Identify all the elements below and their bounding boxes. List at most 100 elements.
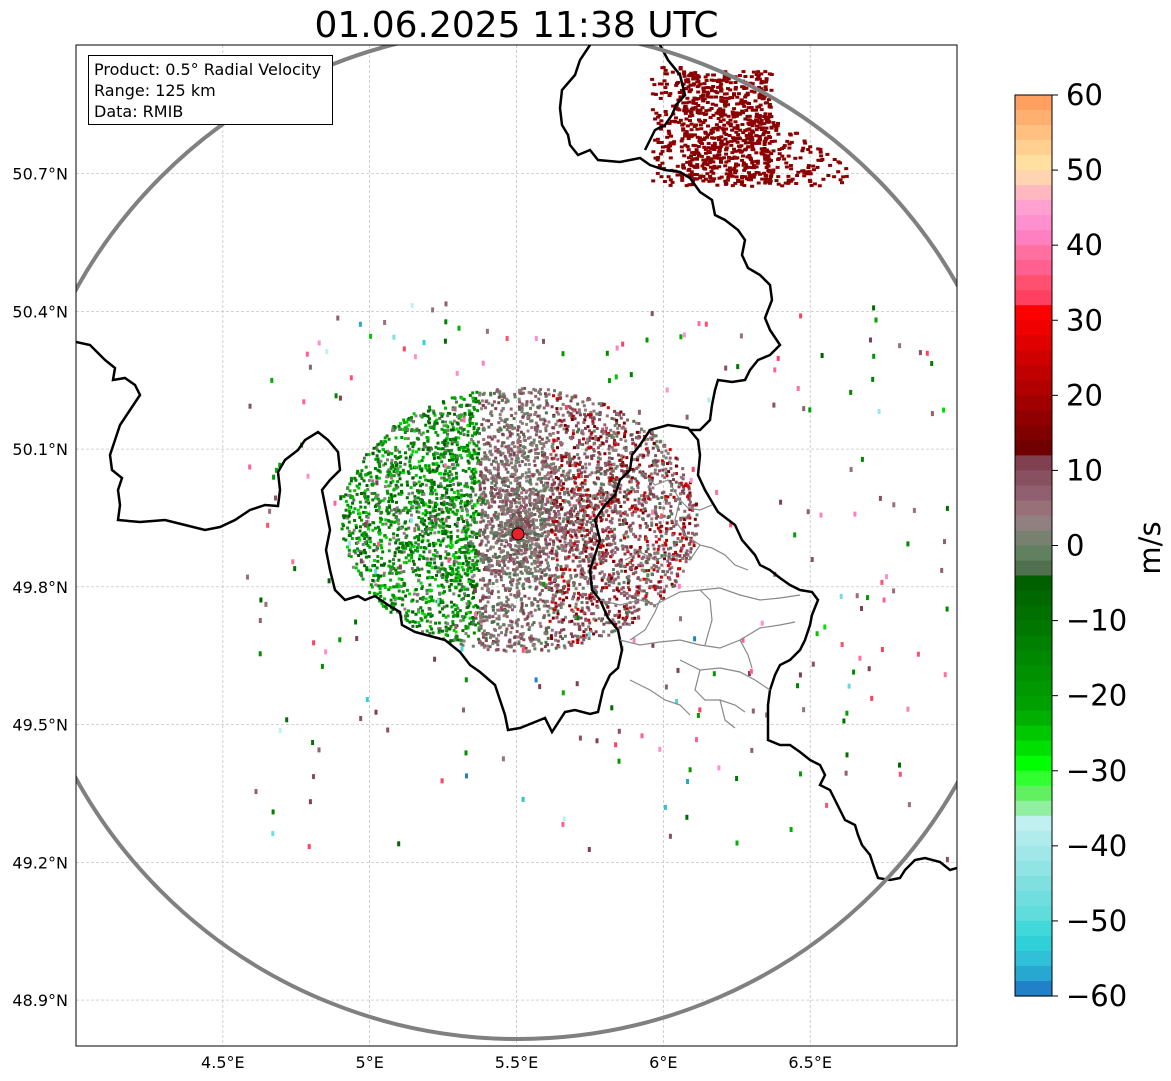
colorbar-segment-41 <box>1015 710 1052 727</box>
colorbar-segment-18 <box>1015 365 1052 381</box>
radar-site-marker <box>511 527 525 541</box>
colorbar-segment-9 <box>1015 230 1052 246</box>
colorbar-tick-label-9: −30 <box>1066 754 1127 788</box>
colorbar-tick-label-11: −50 <box>1066 904 1127 938</box>
colorbar-segment-30 <box>1015 545 1052 562</box>
colorbar-segment-46 <box>1015 785 1052 802</box>
colorbar-segment-17 <box>1015 350 1052 366</box>
lat-tick-label-5: 49.2°N <box>12 853 68 872</box>
lat-tick-label-2: 50.1°N <box>12 440 68 459</box>
product-label: Product: 0.5° Radial Velocity <box>94 60 322 79</box>
colorbar-segment-6 <box>1015 185 1052 201</box>
colorbar-segment-14 <box>1015 305 1052 321</box>
colorbar-tick-label-0: 60 <box>1066 78 1103 112</box>
colorbar-segment-24 <box>1015 455 1052 472</box>
colorbar-segment-7 <box>1015 200 1052 216</box>
lat-tick-label-6: 48.9°N <box>12 991 68 1010</box>
national-border-east <box>558 45 782 432</box>
colorbar-segment-57 <box>1015 950 1052 967</box>
colorbar-segment-19 <box>1015 380 1052 396</box>
colorbar-segment-31 <box>1015 560 1052 577</box>
colorbar-segment-59 <box>1015 980 1052 997</box>
colorbar-tick-label-12: −60 <box>1066 979 1127 1013</box>
colorbar-segment-4 <box>1015 155 1052 171</box>
product-info-box: Product: 0.5° Radial Velocity Range: 125… <box>88 55 333 125</box>
colorbar-segment-53 <box>1015 890 1052 907</box>
latitude-ticks: 50.7°N 50.4°N 50.1°N 49.8°N 49.5°N 49.2°N 48.9… <box>12 165 68 1011</box>
map-frame <box>75 44 958 1047</box>
colorbar-segment-55 <box>1015 920 1052 937</box>
colorbar-segment-5 <box>1015 170 1052 186</box>
colorbar-segment-42 <box>1015 725 1052 742</box>
colorbar-segment-15 <box>1015 320 1052 336</box>
chart-title: 01.06.2025 11:38 UTC <box>314 5 719 46</box>
colorbar-segment-11 <box>1015 260 1052 276</box>
lat-tick-label-3: 49.8°N <box>12 578 68 597</box>
colorbar-segment-44 <box>1015 755 1052 772</box>
radar-echoes <box>246 66 949 862</box>
colorbar-segment-58 <box>1015 965 1052 982</box>
colorbar-segment-38 <box>1015 665 1052 682</box>
colorbar-segment-39 <box>1015 680 1052 697</box>
colorbar-tick-label-6: 0 <box>1066 529 1084 563</box>
national-border-west <box>76 340 957 882</box>
colorbar-tick-label-10: −40 <box>1066 829 1127 863</box>
colorbar-segment-33 <box>1015 590 1052 607</box>
colorbar-segment-2 <box>1015 125 1052 141</box>
colorbar-segment-47 <box>1015 800 1052 817</box>
colorbar-tick-label-7: −10 <box>1066 604 1127 638</box>
colorbar-segment-29 <box>1015 530 1052 547</box>
colorbar-segment-1 <box>1015 110 1052 126</box>
regional-borders <box>599 469 801 729</box>
colorbar-segment-51 <box>1015 860 1052 877</box>
range-ring <box>76 45 957 1041</box>
lon-tick-label-0: 4.5°E <box>201 1053 245 1072</box>
colorbar-segment-0 <box>1015 95 1052 111</box>
colorbar-segment-32 <box>1015 575 1052 592</box>
colorbar-unit-label: m/s <box>1133 521 1167 574</box>
colorbar-segment-34 <box>1015 605 1052 622</box>
colorbar-segment-37 <box>1015 650 1052 667</box>
lon-tick-label-2: 5.5°E <box>495 1053 539 1072</box>
colorbar-segment-13 <box>1015 290 1052 306</box>
colorbar-segment-36 <box>1015 635 1052 652</box>
colorbar-segment-50 <box>1015 845 1052 862</box>
colorbar-segment-27 <box>1015 500 1052 517</box>
colorbar-segment-3 <box>1015 140 1052 156</box>
borders <box>76 45 957 882</box>
colorbar-segment-56 <box>1015 935 1052 952</box>
colorbar-tick-label-1: 50 <box>1066 153 1103 187</box>
colorbar-segment-26 <box>1015 485 1052 502</box>
colorbar-segment-8 <box>1015 215 1052 231</box>
lat-tick-label-1: 50.4°N <box>12 302 68 321</box>
colorbar: 60 50 40 30 20 10 0 −10 −20 −30 −40 −50 −60 <box>1014 78 1127 1013</box>
lat-tick-label-4: 49.5°N <box>12 716 68 735</box>
colorbar-segment-52 <box>1015 875 1052 892</box>
colorbar-segment-21 <box>1015 410 1052 426</box>
colorbar-segment-35 <box>1015 620 1052 637</box>
colorbar-tick-label-5: 10 <box>1066 453 1103 487</box>
lon-tick-label-4: 6.5°E <box>788 1053 832 1072</box>
colorbar-segment-40 <box>1015 695 1052 712</box>
colorbar-segment-48 <box>1015 815 1052 832</box>
colorbar-segment-49 <box>1015 830 1052 847</box>
colorbar-segment-10 <box>1015 245 1052 261</box>
colorbar-tick-label-2: 40 <box>1066 228 1103 262</box>
colorbar-segment-43 <box>1015 740 1052 757</box>
colorbar-segment-28 <box>1015 515 1052 532</box>
colorbar-segment-25 <box>1015 470 1052 487</box>
colorbar-tick-label-8: −20 <box>1066 679 1127 713</box>
data-source-label: Data: RMIB <box>94 102 184 121</box>
colorbar-segment-20 <box>1015 395 1052 411</box>
lon-tick-label-1: 5°E <box>356 1053 384 1072</box>
colorbar-segment-45 <box>1015 770 1052 787</box>
colorbar-segment-12 <box>1015 275 1052 291</box>
national-border-north <box>643 45 687 151</box>
colorbar-tick-label-3: 30 <box>1066 303 1103 337</box>
range-label: Range: 125 km <box>94 81 216 100</box>
colorbar-segment-22 <box>1015 425 1052 441</box>
colorbar-tick-label-4: 20 <box>1066 378 1103 412</box>
lat-tick-label-0: 50.7°N <box>12 165 68 184</box>
lon-tick-label-3: 6°E <box>649 1053 677 1072</box>
